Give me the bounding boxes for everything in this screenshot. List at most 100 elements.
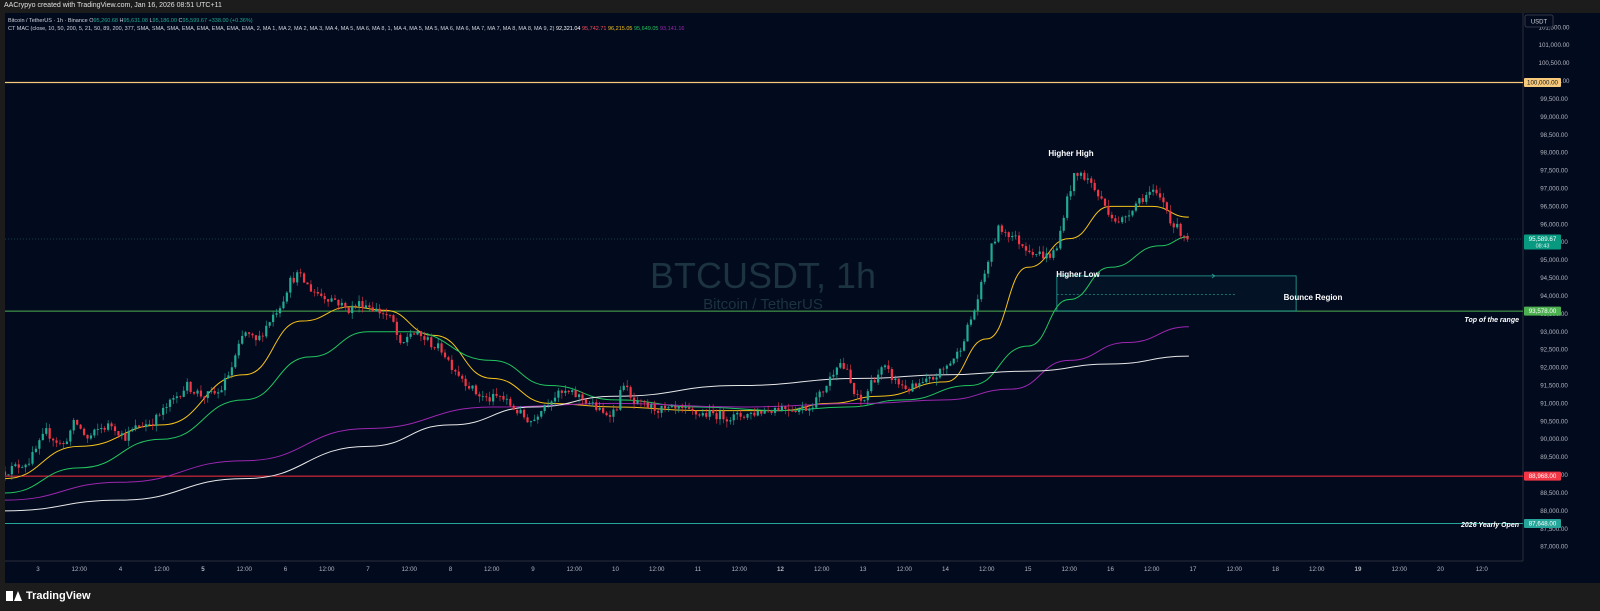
candle-body: [598, 407, 601, 410]
time-tick-label: 12:00: [402, 566, 418, 573]
candle-body: [1083, 172, 1086, 180]
candle-body: [1007, 232, 1010, 238]
candle-body: [990, 243, 993, 262]
candle-body: [687, 407, 691, 409]
legend-indicator-line: CT MAC (close, 10, 50, 200, 5, 21, 50, 8…: [8, 26, 684, 32]
candle-body: [72, 419, 75, 431]
bounce-box-arrow-icon: [1211, 273, 1216, 279]
candle-body: [639, 400, 643, 402]
candle-body: [1059, 230, 1062, 249]
candle-body: [784, 406, 787, 410]
candle-body: [1093, 182, 1096, 191]
price-tick-label: 101,000.00: [1539, 42, 1571, 49]
candle-body: [1134, 203, 1138, 211]
candle-body: [1090, 178, 1093, 183]
candle-body: [722, 411, 725, 420]
legend-ma-value: 95,742.71: [582, 26, 608, 32]
candle-body: [107, 423, 110, 430]
candle-body: [880, 367, 883, 375]
price-tick-label: 94,500.00: [1540, 275, 1568, 282]
candle-body: [911, 383, 914, 392]
candle-body: [24, 464, 27, 468]
candle-body: [375, 308, 378, 312]
candle-body: [804, 406, 808, 411]
candle-body: [808, 408, 811, 411]
legend-ohlc-key: H: [120, 18, 124, 24]
candle-body: [364, 305, 368, 309]
candle-body: [574, 390, 577, 398]
yearly-open-label: 2026 Yearly Open: [1460, 522, 1519, 529]
candle-body: [457, 371, 460, 376]
candle-body: [1014, 235, 1017, 237]
tradingview-logo[interactable]: TradingView: [6, 590, 91, 602]
price-tick-label: 96,500.00: [1540, 203, 1568, 210]
candle-body: [797, 408, 801, 413]
price-tick-label: 95,000.00: [1540, 257, 1568, 264]
candle-body: [914, 383, 918, 387]
price-chart[interactable]: BTCUSDT, 1h Bitcoin / TetherUS Higher Hi…: [5, 13, 1600, 583]
time-tick-label: 12:00: [484, 566, 500, 573]
time-tick-label: 12:00: [1392, 566, 1408, 573]
candle-body: [588, 403, 591, 404]
candle-body: [859, 394, 863, 401]
last-price-tag-bg: [1524, 234, 1561, 250]
candle-body: [302, 273, 306, 283]
candle-body: [357, 301, 361, 307]
candle-body: [670, 406, 673, 408]
time-tick-label: 9: [531, 566, 535, 573]
candle-body: [182, 390, 185, 397]
candle-body: [495, 393, 498, 396]
candle-body: [1045, 253, 1048, 259]
candle-body: [560, 390, 563, 393]
candle-body: [478, 394, 481, 397]
candle-body: [210, 390, 213, 392]
candle-body: [1042, 251, 1045, 259]
candle-body: [822, 391, 825, 393]
candle-body: [1121, 217, 1124, 223]
time-tick-label: 12:00: [1309, 566, 1325, 573]
legend-ohlc-key: L: [149, 18, 152, 24]
candle-body: [175, 396, 178, 399]
candle-body: [110, 423, 113, 427]
time-tick-label: 12:00: [72, 566, 88, 573]
candle-body: [691, 408, 694, 411]
price-axis[interactable]: 101,500.00101,000.00100,500.00100,000.00…: [1539, 24, 1571, 550]
candle-body: [773, 408, 777, 413]
candle-body: [399, 334, 402, 343]
time-tick-label: 3: [36, 566, 40, 573]
candle-body: [392, 315, 395, 322]
candle-body: [997, 225, 1000, 242]
candle-body: [1162, 197, 1165, 203]
candle-body: [96, 429, 99, 430]
candle-body: [825, 385, 828, 393]
candle-body: [835, 367, 838, 375]
candle-body: [296, 272, 299, 283]
candle-body: [313, 291, 316, 293]
candle-body: [192, 392, 196, 394]
candle-body: [55, 440, 58, 443]
candle-body: [650, 404, 653, 408]
time-tick-label: 12:00: [319, 566, 335, 573]
candle-body: [155, 414, 158, 426]
candle-body: [385, 314, 388, 316]
bounce-region-box[interactable]: [1056, 273, 1297, 312]
candle-body: [1158, 193, 1162, 198]
time-axis[interactable]: 3 12:00 4 12:00 5 12:00 6 12:00 7 12:00 8 12:00 9 12:…: [36, 566, 1488, 573]
candle-body: [749, 412, 753, 414]
candle-body: [213, 390, 216, 394]
currency-badge[interactable]: USDT: [1524, 14, 1554, 28]
candle-body: [443, 352, 447, 358]
candle-body: [1021, 244, 1024, 247]
price-tick-label: 88,500.00: [1540, 490, 1568, 497]
time-tick-label: 12:0: [1476, 566, 1489, 573]
candle-body: [1186, 235, 1189, 240]
candle-body: [962, 341, 966, 351]
candle-body: [292, 277, 295, 283]
candle-body: [388, 315, 392, 316]
candle-body: [1076, 173, 1079, 176]
candle-body: [959, 350, 962, 352]
candle-body: [268, 322, 271, 326]
time-tick-label: 16: [1107, 566, 1114, 573]
candle-body: [395, 321, 398, 335]
candle-body: [134, 425, 137, 430]
